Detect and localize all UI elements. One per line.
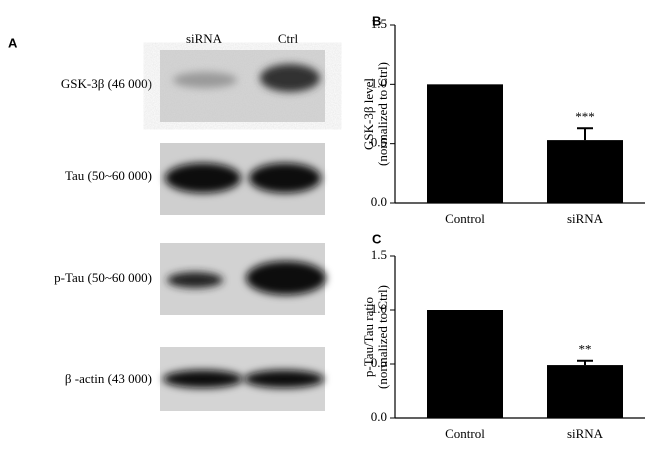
panel-label: B [372, 13, 381, 28]
row-label: β -actin (43 000) [65, 371, 152, 386]
column-label: Ctrl [278, 31, 299, 46]
y-tick-label: 1.5 [371, 247, 387, 262]
row-label: Tau (50~60 000) [65, 168, 152, 183]
bar [547, 365, 623, 418]
x-tick-label: siRNA [567, 426, 604, 441]
x-tick-label: Control [445, 426, 485, 441]
panel-label: C [372, 231, 382, 246]
blot [160, 347, 325, 411]
blot [160, 50, 325, 122]
annotation: ** [579, 342, 592, 357]
bar [547, 140, 623, 203]
column-label: siRNA [186, 31, 223, 46]
y-tick-label: 0.5 [371, 135, 387, 150]
row-label: p-Tau (50~60 000) [54, 270, 152, 285]
y-axis-label: (normalized to Ctrl) [375, 285, 390, 389]
y-tick-label: 1.5 [371, 16, 387, 31]
blot [160, 143, 325, 215]
y-axis-label: p-Tau/Tau ratio [361, 297, 376, 377]
y-tick-label: 1.0 [371, 301, 387, 316]
row-label: GSK-3β (46 000) [61, 76, 152, 91]
y-axis-label: GSK-3β level [361, 78, 376, 150]
y-tick-label: 0.0 [371, 409, 387, 424]
x-tick-label: Control [445, 211, 485, 226]
annotation: *** [575, 109, 595, 124]
y-tick-label: 1.0 [371, 75, 387, 90]
x-tick-label: siRNA [567, 211, 604, 226]
bar [427, 84, 503, 203]
bar [427, 310, 503, 418]
y-tick-label: 0.5 [371, 355, 387, 370]
error-bar [577, 127, 593, 141]
y-axis-label: (normalized to Ctrl) [375, 62, 390, 166]
error-bar [577, 359, 593, 366]
blot [160, 243, 326, 315]
y-tick-label: 0.0 [371, 194, 387, 209]
panel-label: A [8, 35, 18, 50]
